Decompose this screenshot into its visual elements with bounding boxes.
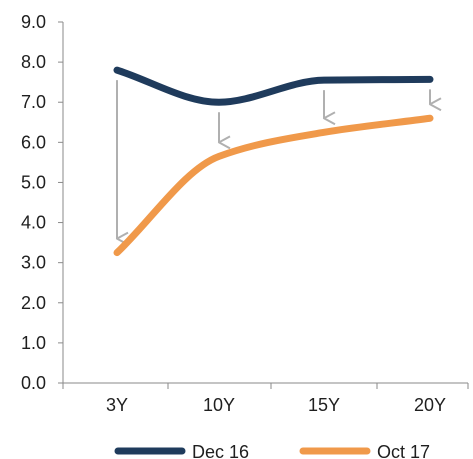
y-tick-label: 0.0 <box>21 373 46 393</box>
series-line-dec-16 <box>113 66 434 106</box>
y-tick-label: 7.0 <box>21 92 46 112</box>
y-tick-label: 4.0 <box>21 213 46 233</box>
y-tick-label: 9.0 <box>21 12 46 32</box>
x-tick-label: 15Y <box>308 395 340 415</box>
y-tick-label: 6.0 <box>21 132 46 152</box>
y-tick-label: 3.0 <box>21 253 46 273</box>
legend: Dec 16 Oct 17 <box>114 442 430 459</box>
series-line-oct-17 <box>113 114 434 257</box>
y-tick-label: 2.0 <box>21 293 46 313</box>
y-axis: 0.0 1.0 2.0 3.0 4.0 5.0 6.0 7.0 8.0 9.0 <box>21 12 64 393</box>
y-tick-label: 5.0 <box>21 172 46 192</box>
y-tick-label: 1.0 <box>21 333 46 353</box>
change-arrows <box>116 80 442 246</box>
legend-label: Dec 16 <box>192 442 249 459</box>
legend-label: Oct 17 <box>377 442 430 459</box>
series-lines <box>113 66 434 257</box>
x-tick-label: 3Y <box>106 395 128 415</box>
x-tick-label: 10Y <box>203 395 235 415</box>
y-tick-label: 8.0 <box>21 52 46 72</box>
x-axis: 3Y 10Y 15Y 20Y <box>62 382 469 415</box>
x-tick-label: 20Y <box>414 395 446 415</box>
